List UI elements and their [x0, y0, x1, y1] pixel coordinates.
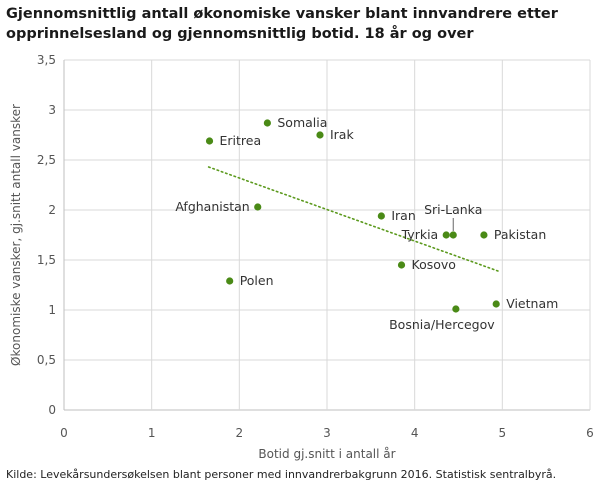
- point-label: Vietnam: [506, 296, 558, 311]
- data-point: [442, 231, 450, 239]
- data-points: [205, 119, 500, 313]
- y-tick-label: 1,5: [37, 253, 56, 267]
- y-tick-label: 2,5: [37, 153, 56, 167]
- x-tick-label: 3: [323, 426, 331, 440]
- y-tick-labels: 0 0,5 1 1,5 2 2,5 3 3,5: [37, 53, 56, 417]
- data-point: [377, 212, 385, 220]
- point-label: Irak: [330, 127, 354, 142]
- y-tick-label: 1: [48, 303, 56, 317]
- chart-title-line-2: opprinnelsesland og gjennomsnittlig boti…: [6, 26, 474, 42]
- x-tick-label: 4: [411, 426, 419, 440]
- data-point: [480, 231, 488, 239]
- point-label: Eritrea: [220, 133, 262, 148]
- x-tick-label: 1: [148, 426, 156, 440]
- data-point: [205, 137, 214, 145]
- data-point: [263, 119, 271, 127]
- x-axis-label: Botid gj.snitt i antall år: [258, 447, 395, 461]
- y-tick-label: 0,5: [37, 353, 56, 367]
- point-label: Pakistan: [494, 227, 546, 242]
- data-point: [492, 300, 500, 308]
- data-point: [226, 277, 234, 285]
- point-label: Somalia: [277, 115, 327, 130]
- y-tick-label: 0: [48, 403, 56, 417]
- data-point: [254, 203, 262, 211]
- point-label: Polen: [240, 273, 274, 288]
- data-point: [397, 261, 406, 269]
- chart-title-line-1: Gjennomsnittlig antall økonomiske vanske…: [6, 6, 558, 22]
- point-label: Sri-Lanka: [424, 202, 482, 217]
- y-tick-label: 2: [48, 203, 56, 217]
- y-tick-label: 3,5: [37, 53, 56, 67]
- chart-title: Gjennomsnittlig antall økonomiske vanske…: [6, 4, 606, 44]
- x-tick-label: 0: [60, 426, 68, 440]
- point-label: Bosnia/Hercegov: [389, 317, 495, 332]
- trendline-path: [207, 166, 499, 272]
- grid-lines: [63, 59, 591, 411]
- x-tick-label: 6: [586, 426, 594, 440]
- point-label: Kosovo: [412, 257, 456, 272]
- y-axis-label: Økonomiske vansker, gj.snitt antall vans…: [9, 104, 23, 366]
- point-label: Afghanistan: [175, 199, 249, 214]
- data-point: [449, 231, 457, 239]
- x-tick-label: 5: [499, 426, 507, 440]
- point-label: Iran: [391, 208, 415, 223]
- point-label: Tyrkia: [401, 227, 439, 242]
- trendline: [207, 166, 499, 272]
- data-point: [452, 305, 460, 313]
- data-point: [316, 131, 324, 139]
- x-tick-label: 2: [236, 426, 244, 440]
- y-tick-label: 3: [48, 103, 56, 117]
- source-note: Kilde: Levekårsundersøkelsen blant perso…: [6, 468, 557, 481]
- x-tick-labels: 0 1 2 3 4 5 6: [60, 426, 594, 440]
